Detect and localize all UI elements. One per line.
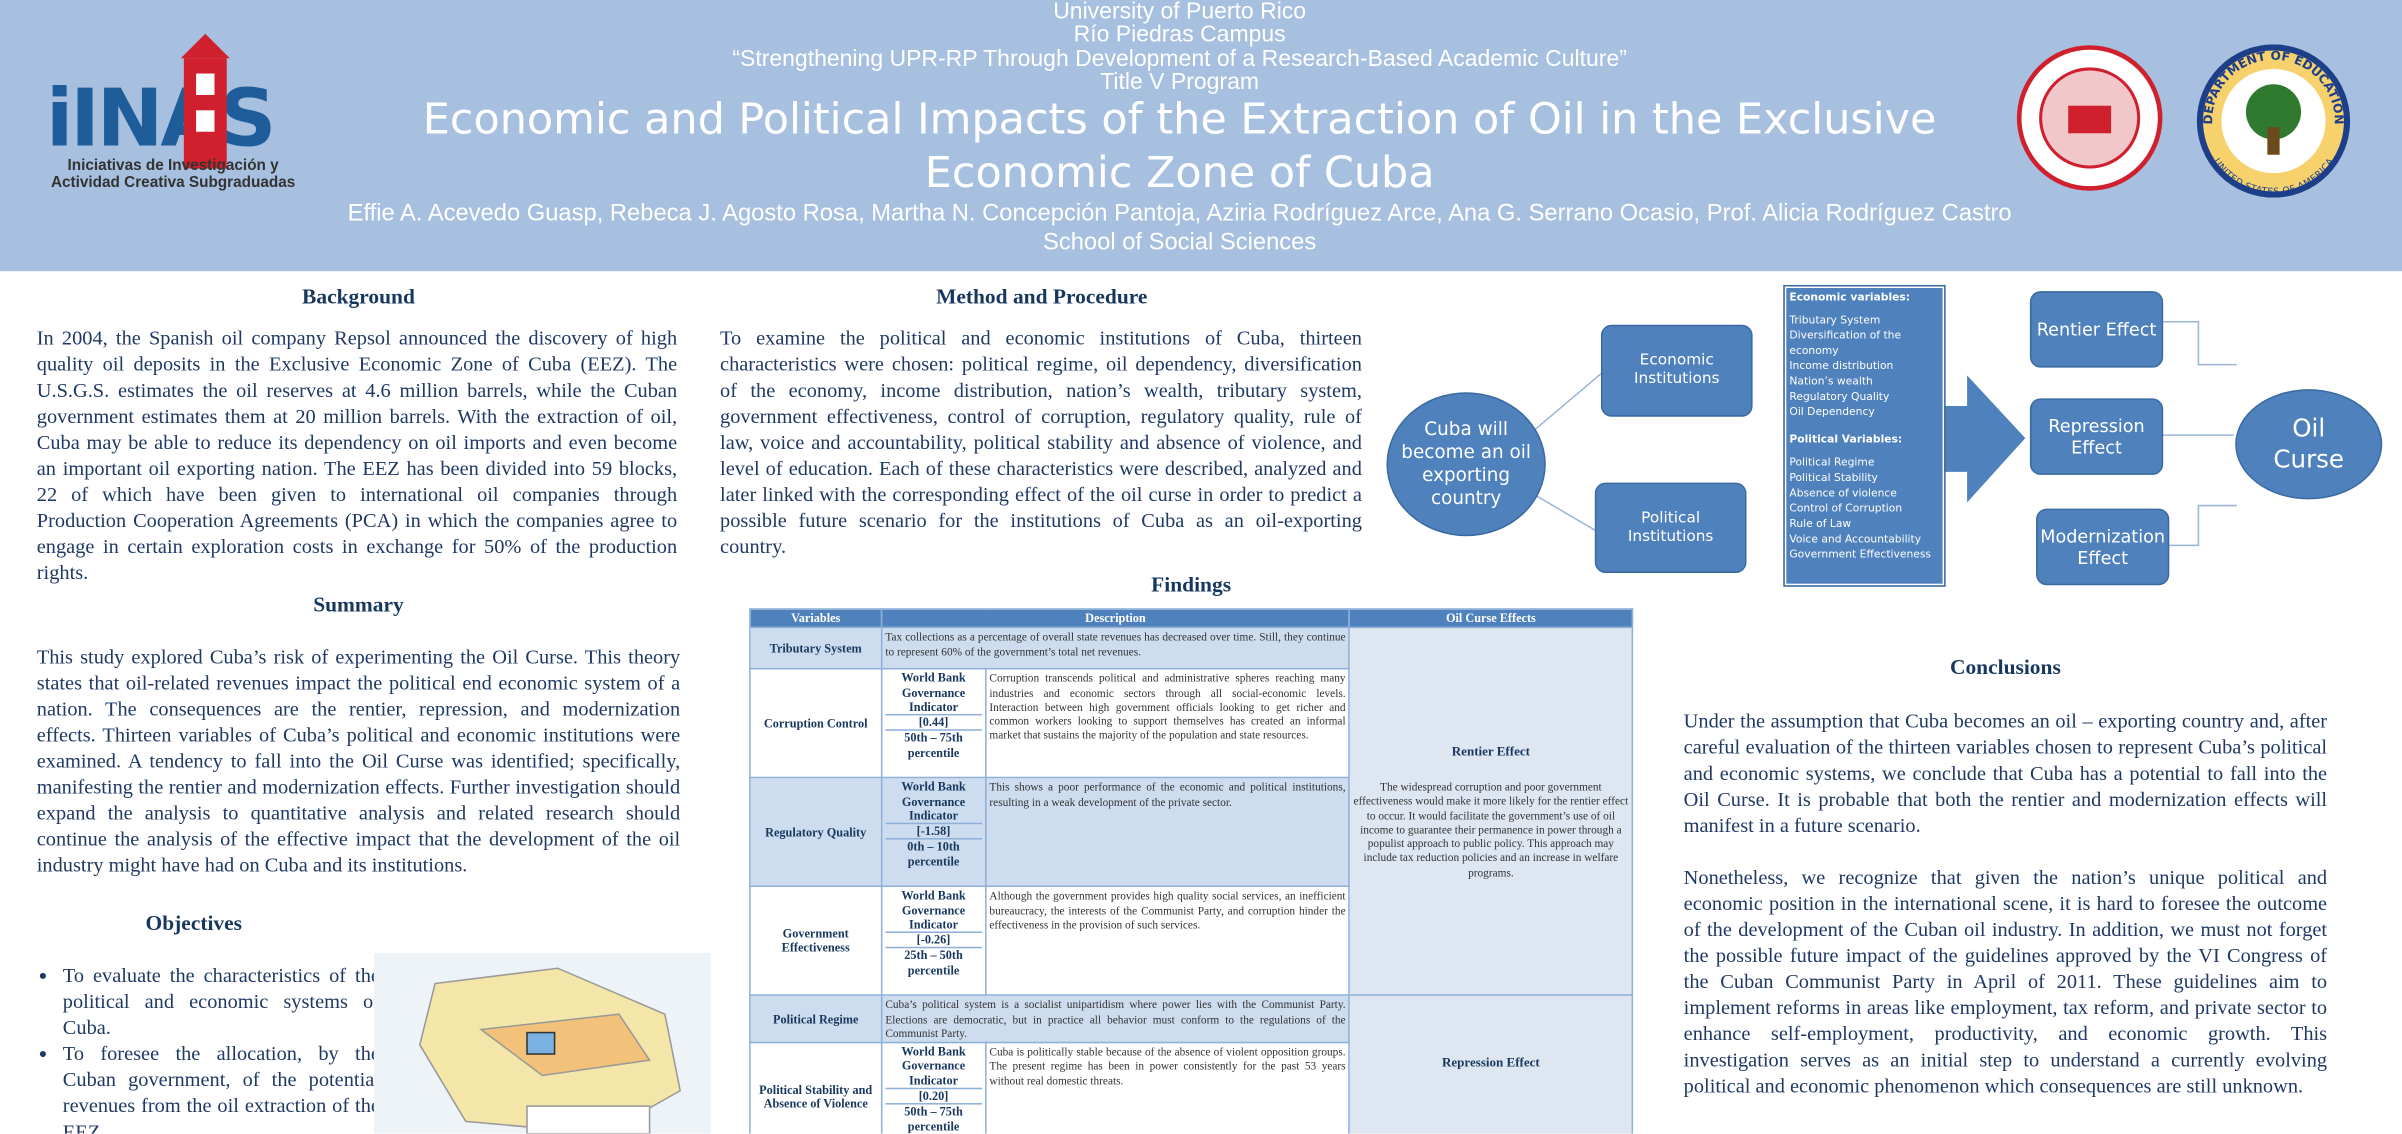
variable-cell: Regulatory Quality: [749, 777, 883, 888]
indicator-cell: World Bank Governance Indicator [0.44] 50t…: [880, 668, 987, 779]
logo-tower: [180, 33, 230, 169]
indicator-text: World Bank Governance Indicator: [885, 1045, 982, 1090]
authors: Effie A. Acevedo Guasp, Rebeca J. Agosto…: [347, 200, 2012, 227]
indicator-cell: World Bank Governance Indicator [0.20] 50t…: [880, 1042, 987, 1134]
variable: Control of Corruption: [1789, 502, 1903, 515]
variable-list: Political Regime Political Stability Absen…: [1789, 455, 1939, 562]
description-cell: Corruption transcends political and admi…: [984, 668, 1351, 779]
variables-heading: Political Variables:: [1789, 433, 1903, 446]
indicator-text: [-0.26]: [885, 933, 982, 950]
effect-node: Modernization Effect: [2036, 508, 2170, 586]
paragraph: Under the assumption that Cuba becomes a…: [1683, 709, 2328, 837]
table-row: Political Stability and Absence of Viole…: [749, 1042, 1632, 1134]
variable: Political Regime: [1789, 456, 1875, 469]
paragraph: This study explored Cuba’s risk of exper…: [36, 644, 681, 877]
indicator-text: 50th – 75th percentile: [904, 731, 963, 760]
header-line: Río Piedras Campus: [1073, 21, 1286, 48]
variable: Government Effectiveness: [1789, 548, 1932, 561]
effect-name: Rentier Effect: [1451, 742, 1530, 758]
logo: iINAS: [45, 73, 276, 166]
column-header: Oil Curse Effects: [1348, 608, 1634, 629]
header-row: Variables Description Oil Curse Effects: [749, 608, 1634, 629]
table-row: Political Regime Cuba’s political system …: [749, 994, 1634, 1134]
section-heading: Findings: [1151, 574, 1232, 598]
section-heading: Conclusions: [1949, 657, 2061, 681]
variable: Absence of violence: [1789, 487, 1897, 500]
indicator-text: World Bank Governance Indicator: [885, 889, 982, 934]
column-header: Variables: [749, 608, 883, 629]
header: University of Puerto Rico Río Piedras Ca…: [0, 0, 2402, 272]
section-heading: Summary: [313, 594, 404, 618]
variable: Rule of Law: [1789, 517, 1852, 531]
variable-cell: Government Effectiveness: [749, 885, 883, 997]
indicator-cell: World Bank Governance Indicator [-0.26] 25…: [880, 885, 987, 997]
objective: To evaluate the characteristics of the p…: [63, 962, 380, 1040]
indicator-text: 50th – 75th percentile: [904, 1105, 963, 1134]
variable-cell: Political Regime: [749, 994, 883, 1044]
findings-table: Variables Description Oil Curse Effects Tri…: [749, 608, 1634, 1134]
description-cell: Cuba is politically stable because of th…: [984, 1042, 1351, 1134]
header-line: Title V Program: [1100, 68, 1260, 95]
description-cell: Cuba’s political system is a socialist u…: [880, 994, 1351, 1044]
paragraph: In 2004, the Spanish oil company Repsol …: [36, 326, 678, 584]
variable-list: Tributary System Diversification of the e…: [1789, 313, 1939, 420]
objective: To foresee the allocation, by the Cuban …: [63, 1040, 380, 1134]
variable: Oil Dependency: [1789, 405, 1875, 419]
indicator-text: [-1.58]: [885, 825, 982, 841]
seals: DEPARTMENT OF EDUCATION UNITED STATES OF…: [2016, 44, 2351, 198]
effect-node: Rentier Effect: [2029, 291, 2164, 368]
indicator-text: [0.20]: [885, 1089, 982, 1106]
effect-text: The widespread corruption and poor gover…: [1353, 779, 1629, 879]
objective-list: To evaluate the characteristics of the p…: [37, 962, 380, 1134]
description-cell: This shows a poor performance of the eco…: [984, 777, 1351, 888]
table-row: Regulatory Quality World Bank Governance …: [749, 777, 1632, 888]
title: Economic and Political Impacts of the Ex…: [422, 93, 1937, 198]
description-cell: Although the government provides high qu…: [984, 885, 1351, 997]
diagram-node: Cuba will become an oil exporting countr…: [1386, 392, 1546, 537]
paragraph: To examine the political and economic in…: [720, 326, 1362, 558]
effect-cell: Repression Effect: [1348, 994, 1634, 1134]
variables-heading: Economic variables:: [1789, 291, 1911, 304]
header-line: “Strengthening UPR-RP Through Developmen…: [732, 45, 1627, 73]
paragraph: Nonetheless, we recognize that given the…: [1683, 865, 2328, 1097]
variable: Income distribution: [1789, 360, 1894, 373]
effect-name: Repression Effect: [1441, 1054, 1540, 1070]
indicator-text: 25th – 50th percentile: [904, 949, 963, 978]
section-heading: Method and Procedure: [936, 286, 1148, 310]
table-row: Government Effectiveness World Bank Gover…: [749, 885, 1632, 997]
logo-caption: Iniciativas de Investigación y Actividad…: [50, 157, 296, 192]
diagram-connectors: [1531, 320, 2237, 547]
variables-box: Economic variables: Tributary System Dive…: [1783, 284, 1946, 587]
indicator-cell: World Bank Governance Indicator [-1.58] 0t…: [880, 777, 987, 888]
table-row: Tributary System Tax collections as a per…: [749, 627, 1634, 997]
indicator-text: World Bank Governance Indicator: [885, 671, 982, 716]
indicator-text: World Bank Governance Indicator: [885, 780, 982, 825]
variable: Regulatory Quality: [1789, 390, 1890, 403]
variable-cell: Tributary System: [749, 627, 883, 670]
column-header: Description: [880, 608, 1351, 629]
variable: Tributary System: [1789, 314, 1881, 327]
description-cell: Tax collections as a percentage of overa…: [880, 627, 1351, 670]
result-node: Oil Curse: [2235, 389, 2383, 500]
variable: Voice and Accountability: [1789, 533, 1922, 546]
section-heading: Background: [302, 286, 415, 310]
variable-cell: Political Stability and Absence of Viole…: [749, 1042, 883, 1134]
table-row: Corruption Control World Bank Governance …: [749, 668, 1632, 779]
variable-cell: Corruption Control: [749, 668, 883, 779]
diagram-node: Economic Institutions: [1600, 324, 1753, 417]
effect-cell: Rentier Effect The widespread corruption …: [1348, 627, 1634, 997]
variable: Political Stability: [1789, 471, 1878, 485]
variable: Diversification of the economy: [1789, 329, 1902, 357]
school: School of Social Sciences: [1043, 229, 1317, 256]
variable: Nation’s wealth: [1789, 375, 1873, 388]
map: [373, 952, 711, 1134]
indicator-text: [0.44]: [885, 716, 982, 732]
diagram-node: Political Institutions: [1594, 482, 1747, 573]
indicator-text: 0th – 10th percentile: [907, 840, 960, 869]
header-line: University of Puerto Rico: [1053, 0, 1307, 25]
effect-node: Repression Effect: [2029, 398, 2164, 475]
section-heading: Objectives: [145, 913, 243, 937]
